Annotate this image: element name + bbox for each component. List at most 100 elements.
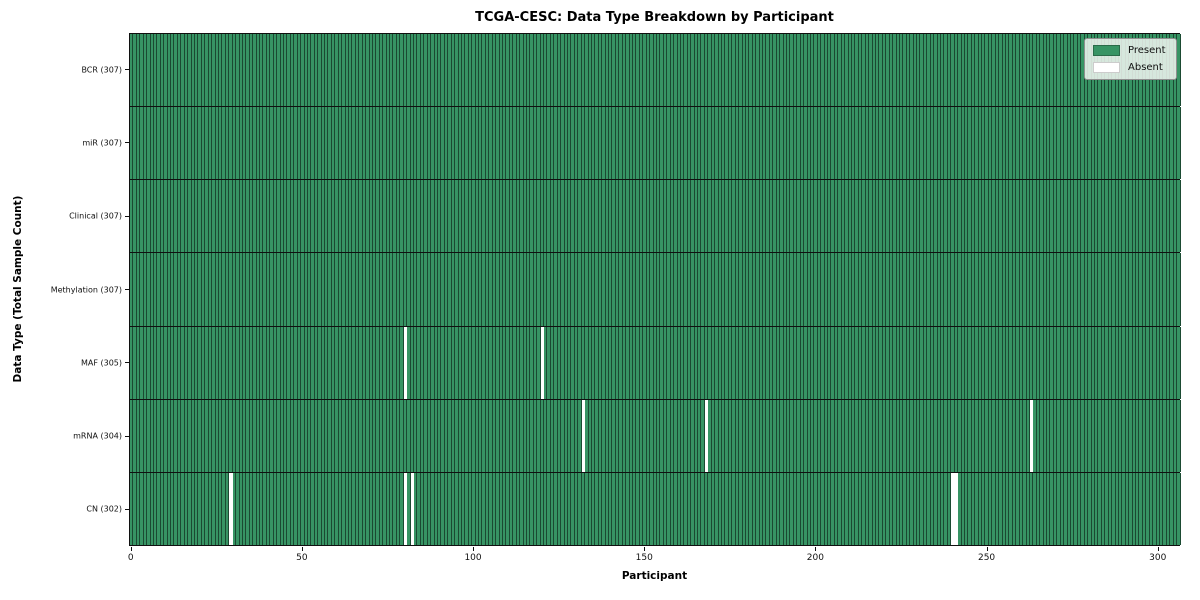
heatmap-cell [568, 399, 572, 472]
heatmap-cell [591, 253, 596, 326]
heatmap-cell [451, 180, 456, 253]
heatmap-cell [756, 399, 760, 472]
heatmap-cell [663, 399, 668, 472]
heatmap-cell [872, 34, 876, 107]
heatmap-cell [988, 180, 993, 253]
heatmap-cell [496, 253, 500, 326]
heatmap-cell [780, 107, 784, 180]
heatmap-cell [701, 180, 705, 253]
heatmap-cell [800, 180, 805, 253]
heatmap-cell [530, 34, 534, 107]
heatmap-cell [920, 399, 924, 472]
heatmap-cell [177, 253, 182, 326]
heatmap-cell [482, 180, 486, 253]
heatmap-cell [636, 180, 640, 253]
heatmap-cell [588, 326, 592, 399]
heatmap-cell [157, 326, 161, 399]
heatmap-cell [1047, 472, 1051, 545]
heatmap-cell [906, 180, 911, 253]
heatmap-cell [1026, 399, 1030, 472]
heatmap-cell [728, 34, 733, 107]
heatmap-cell [1026, 472, 1030, 545]
heatmap-cell [588, 253, 592, 326]
heatmap-cell [687, 326, 692, 399]
heatmap-cell [441, 253, 445, 326]
heatmap-cell [930, 472, 935, 545]
heatmap-cell [342, 34, 346, 107]
chart-title: TCGA-CESC: Data Type Breakdown by Partic… [475, 10, 834, 25]
heatmap-cell [218, 472, 223, 545]
heatmap-cell [479, 399, 483, 472]
heatmap-cell [1036, 253, 1041, 326]
heatmap-cell [656, 107, 661, 180]
heatmap-cell [554, 399, 558, 472]
heatmap-cell [1101, 180, 1106, 253]
heatmap-cell [485, 472, 490, 545]
heatmap-cell [793, 399, 798, 472]
heatmap-cell [208, 399, 213, 472]
heatmap-cell [1077, 180, 1082, 253]
heatmap-cell [934, 107, 938, 180]
heatmap-cell [1146, 253, 1150, 326]
heatmap-cell [663, 253, 668, 326]
heatmap-cell [982, 399, 986, 472]
heatmap-cell [191, 34, 196, 107]
heatmap-cell [982, 472, 986, 545]
heatmap-cell [222, 253, 226, 326]
heatmap-cell [321, 34, 326, 107]
x-tick-label: 300 [1149, 553, 1167, 563]
heatmap-cell [913, 180, 918, 253]
heatmap-cell [1033, 34, 1037, 107]
heatmap-cell [899, 107, 904, 180]
heatmap-cell [886, 399, 890, 472]
heatmap-cell [684, 180, 688, 253]
heatmap-cell [841, 399, 846, 472]
heatmap-cell [639, 472, 644, 545]
heatmap-cell [602, 34, 606, 107]
heatmap-cell [301, 399, 305, 472]
heatmap-cell [502, 472, 507, 545]
heatmap-cell [434, 34, 438, 107]
heatmap-cell [1159, 399, 1164, 472]
heatmap-cell [540, 34, 545, 107]
heatmap-cell [184, 107, 189, 180]
heatmap-cell [701, 34, 705, 107]
heatmap-cell [711, 326, 716, 399]
heatmap-cell [448, 472, 452, 545]
heatmap-cell [167, 399, 172, 472]
heatmap-cell [537, 472, 541, 545]
heatmap-cell [1156, 472, 1160, 545]
heatmap-cell [735, 34, 740, 107]
heatmap-cell [615, 399, 620, 472]
heatmap-cell [355, 180, 360, 253]
heatmap-cell [516, 107, 521, 180]
heatmap-row-mir [130, 107, 1181, 181]
heatmap-cell [588, 399, 592, 472]
heatmap-cell [715, 326, 719, 399]
heatmap-cell [917, 107, 921, 180]
heatmap-cell [725, 107, 729, 180]
heatmap-cell [872, 399, 876, 472]
heatmap-cell [889, 326, 894, 399]
heatmap-cell [249, 253, 254, 326]
heatmap-cell [1009, 472, 1013, 545]
plot-area [129, 33, 1181, 546]
heatmap-cell [889, 399, 894, 472]
heatmap-cell [1132, 472, 1137, 545]
heatmap-cell [468, 326, 473, 399]
heatmap-cell [236, 399, 240, 472]
heatmap-cell [886, 34, 890, 107]
heatmap-cell [817, 472, 822, 545]
heatmap-cell [848, 107, 853, 180]
heatmap-cell [643, 399, 647, 472]
heatmap-cell [711, 472, 716, 545]
heatmap-cell [879, 399, 883, 472]
heatmap-cell [396, 180, 401, 253]
heatmap-cell [937, 107, 941, 180]
heatmap-cell [372, 34, 377, 107]
heatmap-cell [434, 326, 438, 399]
heatmap-cell [585, 107, 589, 180]
heatmap-cell [410, 253, 415, 326]
heatmap-cell [711, 34, 716, 107]
heatmap-cell [236, 253, 240, 326]
